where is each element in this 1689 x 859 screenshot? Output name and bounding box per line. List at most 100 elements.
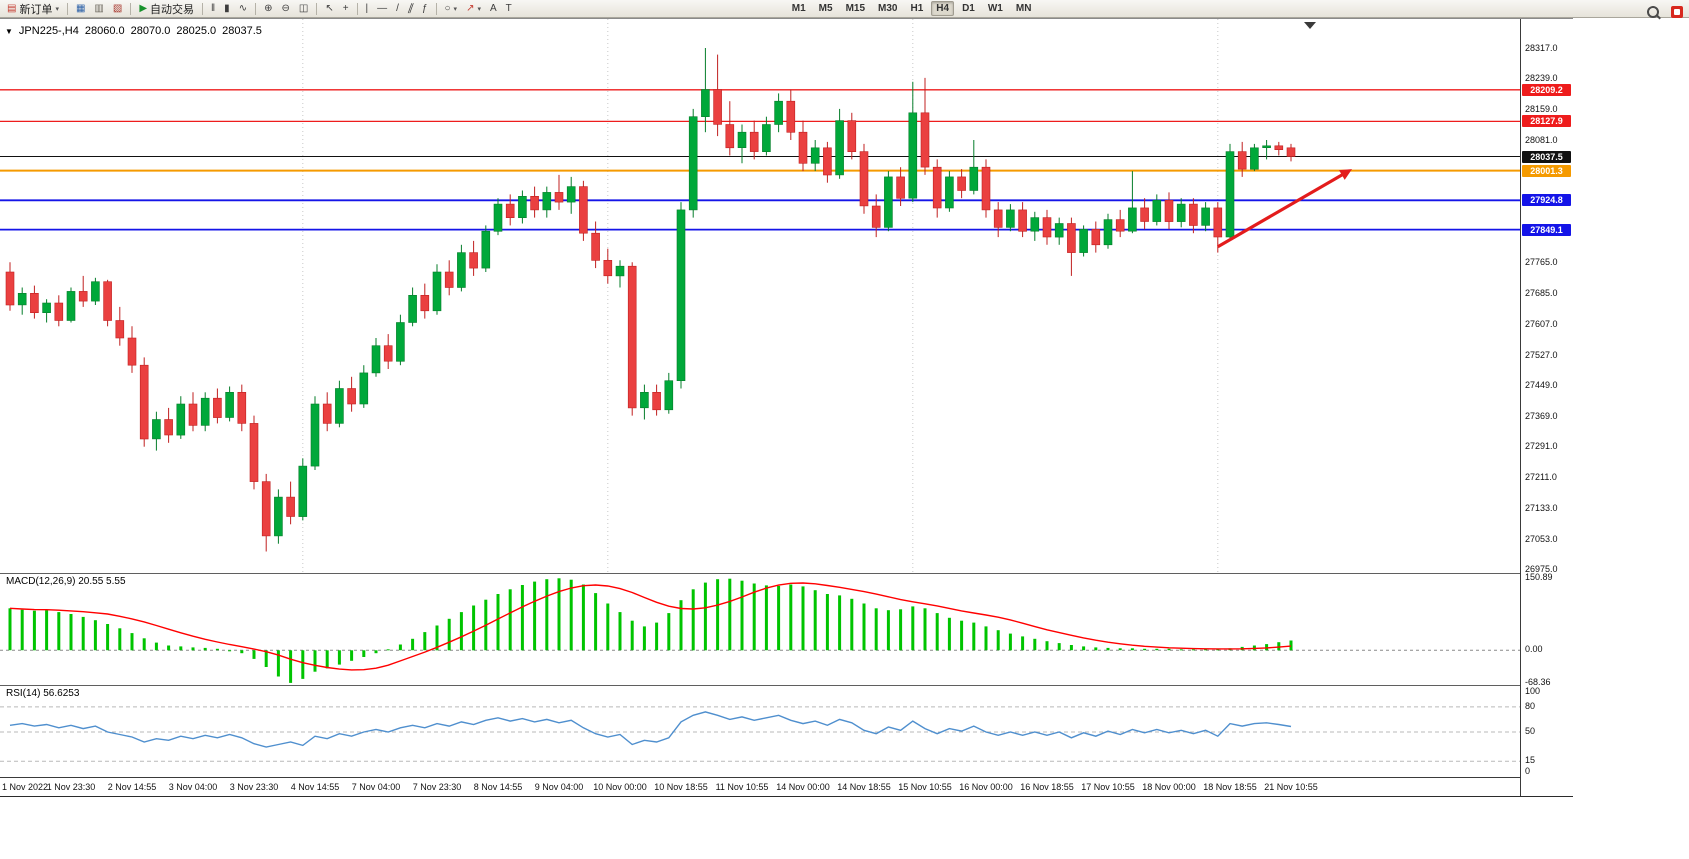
macd-bar (1069, 645, 1073, 651)
candle-body-up (176, 403, 186, 436)
candle-body-up (1079, 229, 1088, 253)
trend-arrow-head[interactable] (1339, 169, 1352, 180)
macd-bar (679, 600, 683, 651)
candle-body-up (969, 166, 979, 191)
toolbar-separator (202, 2, 204, 15)
rsi-line (9, 711, 1292, 748)
vertical-line-icon-button[interactable]: | (362, 0, 373, 17)
time-axis-label: 15 Nov 10:55 (898, 782, 952, 792)
trendline-icon-button[interactable]: / (392, 0, 403, 17)
macd-bar (899, 609, 903, 651)
timeframe-H4[interactable]: H4 (931, 1, 955, 16)
candle-body-down (420, 294, 430, 312)
macd-panel (0, 573, 1520, 685)
profiles-icon-button[interactable]: ▥ (90, 0, 107, 17)
trendline-icon-glyph: / (396, 2, 399, 14)
price-badge-27849.1: 27849.1 (1522, 224, 1571, 236)
text-label-icon-button[interactable]: T (502, 0, 516, 17)
macd-bar (642, 626, 646, 651)
new-order-button[interactable]: ▤ 新订单 ▾ (3, 0, 63, 17)
macd-bar (569, 579, 573, 651)
time-axis[interactable]: 1 Nov 2022 1 Nov 23:30 2 Nov 14:55 3 Nov 04… (0, 777, 1520, 796)
macd-bar (289, 650, 293, 683)
charts-icon-button[interactable]: ▦ (72, 0, 89, 17)
price-axis[interactable]: 28317.0 28239.0 28159.0 28081.0 27765.0 27685… (1520, 19, 1573, 796)
macd-bar (179, 646, 183, 651)
trend-arrow-line[interactable] (1216, 170, 1348, 249)
timeframe-M15[interactable]: M15 (845, 3, 866, 14)
text-icon-button[interactable]: A (486, 0, 501, 17)
candle-body-up (762, 124, 771, 153)
candle-body-up (810, 147, 820, 164)
search-icon[interactable] (1643, 3, 1663, 20)
bars-chart-icon-button[interactable]: ‖ (207, 0, 219, 17)
time-axis-label: 1 Nov 23:30 (46, 782, 96, 792)
candle-body-down (981, 166, 991, 211)
candle-body-up (359, 372, 369, 405)
macd-bar (1045, 641, 1049, 651)
timeframe-D1[interactable]: D1 (962, 3, 975, 14)
macd-bar (740, 580, 744, 651)
candle-body-down (896, 176, 905, 199)
zoom-in-icon-button[interactable]: ⊕ (260, 0, 276, 17)
candle-body-down (469, 252, 478, 269)
channel-icon-button[interactable]: ∥ (404, 0, 417, 17)
shapes-icon-button[interactable]: ○ ▾ (441, 0, 462, 17)
macd-bar (752, 583, 756, 651)
price-tick-label: 28081.0 (1525, 135, 1558, 145)
macd-bar (8, 608, 12, 651)
chart-shift-marker[interactable] (1304, 22, 1316, 29)
candlestick-chart-icon-button[interactable]: ▮ (220, 0, 234, 17)
timeframe-W1[interactable]: W1 (987, 3, 1003, 14)
candle-body-up (200, 397, 210, 426)
candlestick-chart-icon-glyph: ▮ (224, 2, 230, 14)
candle-body-down (847, 120, 857, 152)
tile-windows-icon-button[interactable]: ◫ (295, 0, 312, 17)
timeframe-H1[interactable]: H1 (910, 3, 924, 14)
macd-bar (703, 582, 707, 651)
arrows-icon-button[interactable]: ↗ ▾ (462, 0, 485, 17)
chart-window: ▼ JPN225-,H4 28060.0 28070.0 28025.0 280… (0, 18, 1573, 797)
fibonacci-icon-button[interactable]: ƒ (418, 0, 432, 17)
rsi-canvas[interactable] (0, 686, 1520, 777)
price-tick-label: 27291.0 (1525, 441, 1558, 451)
candle-body-down (444, 271, 454, 288)
caret-down-icon: ▾ (55, 5, 59, 13)
macd-bar (435, 625, 439, 651)
notification-icon[interactable] (1671, 5, 1683, 18)
chart-ohlc-info: ▼ JPN225-,H4 28060.0 28070.0 28025.0 280… (5, 25, 262, 37)
market-watch-icon-button[interactable]: ▧ (109, 0, 126, 17)
candle-body-up (1054, 223, 1064, 238)
horizontal-line-icon-button[interactable]: — (373, 0, 391, 17)
macd-bar (716, 579, 720, 651)
candle-body-up (737, 131, 747, 148)
candle-body-down (579, 186, 588, 234)
timeframe-M1[interactable]: M1 (791, 3, 806, 14)
collapse-icon[interactable]: ▼ (5, 26, 13, 36)
autotrading-button[interactable]: ▶ 自动交易 (135, 0, 198, 17)
time-axis-label: 14 Nov 18:55 (837, 782, 891, 792)
candle-body-down (1115, 219, 1125, 232)
macd-bar (594, 593, 598, 651)
cursor-icon-button[interactable]: ↖ (321, 0, 337, 17)
candle-body-down (871, 205, 881, 228)
macd-canvas[interactable] (0, 574, 1520, 685)
candle-body-down (286, 496, 295, 517)
timeframe-M5[interactable]: M5 (818, 3, 833, 14)
crosshair-icon-button[interactable]: + (339, 0, 353, 17)
timeframe-MN[interactable]: MN (1015, 3, 1032, 14)
candle-body-down (115, 320, 125, 339)
zoom-out-icon-button[interactable]: ⊖ (277, 0, 293, 17)
time-axis-label: 17 Nov 10:55 (1081, 782, 1135, 792)
macd-bar (1289, 640, 1293, 651)
line-chart-icon-button[interactable]: ∿ (235, 0, 251, 17)
macd-bar (130, 633, 134, 651)
macd-bar (1033, 638, 1037, 651)
price-chart-canvas[interactable] (0, 19, 1520, 573)
autotrading-button-label: 自动交易 (150, 3, 195, 16)
candle-body-down (786, 100, 796, 133)
timeframe-M30[interactable]: M30 (878, 3, 898, 14)
rsi-scale-label: 100 (1525, 686, 1541, 696)
new-order-glyph: ▤ (7, 2, 17, 14)
candle-body-down (1274, 145, 1284, 151)
